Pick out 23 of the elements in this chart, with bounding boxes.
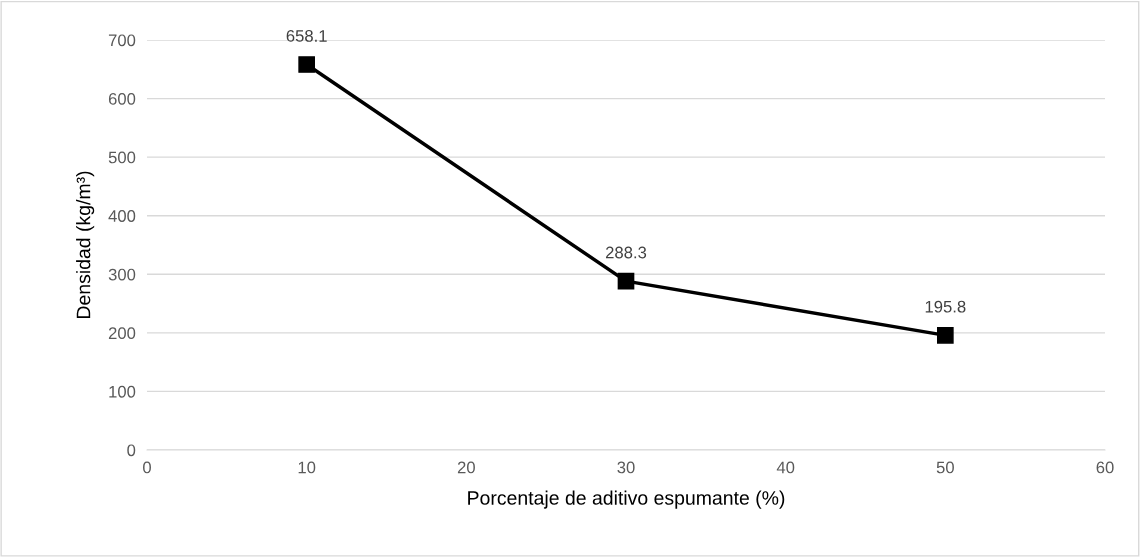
x-tick-label: 30: [617, 461, 635, 474]
x-tick-label: 10: [298, 461, 316, 474]
x-tick-label: 0: [143, 461, 151, 474]
x-axis-title: Porcentaje de aditivo espumante (%): [468, 490, 785, 509]
y-tick-label: 200: [108, 327, 136, 340]
point: [298, 56, 316, 73]
x-tick-label: 40: [776, 461, 795, 474]
point: [617, 272, 635, 290]
y-axis-title: Densidad (kg/m³): [76, 171, 95, 318]
data-label: 195.8: [925, 300, 966, 313]
y-tick-label: 500: [108, 151, 136, 164]
x-tick-label: 20: [457, 461, 475, 474]
data-label: 658.1: [286, 30, 327, 42]
x-tick-label: 50: [936, 461, 954, 474]
data-label: 288.3: [605, 246, 647, 259]
y-tick-label: 0: [127, 444, 136, 457]
y-tick-label: 600: [108, 92, 136, 105]
y-tick-label: 700: [108, 34, 136, 47]
x-tick-label: 60: [1096, 461, 1114, 474]
point: [936, 326, 954, 344]
y-tick-label: 100: [109, 385, 136, 398]
y-tick-label: 400: [108, 210, 136, 222]
y-tick-label: 300: [108, 268, 136, 281]
